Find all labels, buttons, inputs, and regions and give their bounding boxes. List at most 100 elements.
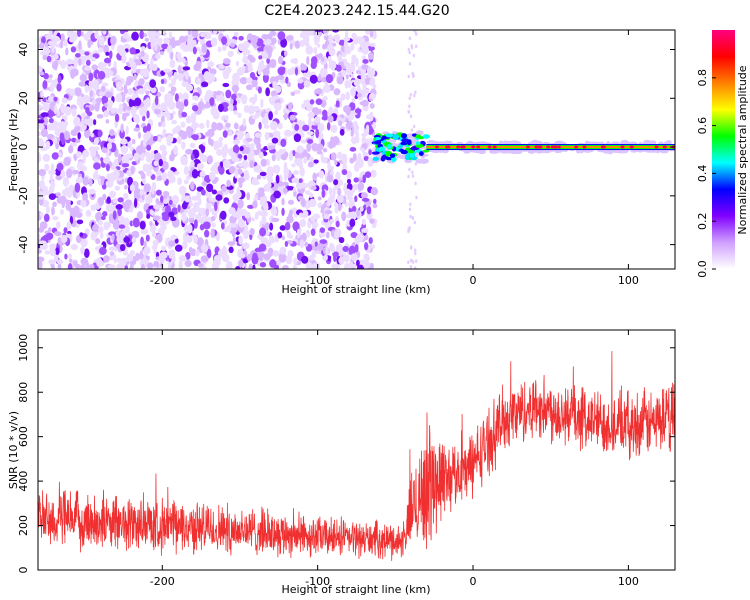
spectrogram-noise-point bbox=[252, 180, 260, 186]
spectrogram-noise-point bbox=[83, 66, 91, 71]
spectrogram-noise-point bbox=[409, 246, 413, 250]
spectrogram-noise-point bbox=[85, 59, 91, 66]
spectrogram-noise-point bbox=[258, 243, 267, 252]
spectrogram-noise-point bbox=[228, 104, 234, 112]
spectrogram-noise-point bbox=[185, 252, 191, 260]
spectrogram-noise-point bbox=[414, 44, 418, 49]
spectrogram-noise-point bbox=[140, 172, 146, 179]
spectrogram-noise-point bbox=[56, 259, 64, 265]
spectrogram-noise-point bbox=[187, 30, 192, 35]
spectrogram-noise-point bbox=[206, 248, 212, 259]
spectrogram-noise-point bbox=[247, 66, 254, 72]
spectrogram-noise-point bbox=[360, 90, 367, 98]
spectrogram-noise-point bbox=[217, 140, 223, 148]
spectrogram-noise-point bbox=[129, 47, 136, 55]
spectrogram-noise-point bbox=[140, 236, 144, 247]
spectrogram-noise-point bbox=[168, 199, 173, 206]
spectrogram-noise-point bbox=[198, 122, 205, 130]
spectrogram-noise-point bbox=[215, 194, 223, 201]
spectrogram-noise-point bbox=[150, 86, 157, 94]
signal-band-inner bbox=[426, 146, 675, 149]
spectrogram-noise-point bbox=[96, 113, 104, 119]
spectrogram-noise-point bbox=[339, 128, 345, 136]
spectrogram-halo-point bbox=[650, 140, 657, 145]
spectrogram-noise-point bbox=[407, 260, 410, 265]
spectrogram-noise-point bbox=[226, 179, 231, 187]
spectrogram-noise-point bbox=[83, 128, 91, 139]
spectrogram-noise-point bbox=[334, 206, 339, 214]
spectrogram-noise-point bbox=[188, 208, 196, 219]
spectrogram-noise-point bbox=[210, 37, 218, 47]
spectrogram-noise-point bbox=[99, 246, 107, 255]
spectrogram-noise-point bbox=[414, 251, 417, 256]
spectrogram-noise-point bbox=[213, 106, 218, 111]
spectrogram-noise-point bbox=[39, 42, 45, 50]
spectrogram-noise-point bbox=[353, 120, 358, 130]
spectrogram-noise-point bbox=[289, 209, 293, 215]
spectrogram-noise-point bbox=[122, 251, 129, 256]
spectrogram-noise-point bbox=[161, 150, 168, 157]
spectrogram-noise-point bbox=[249, 143, 255, 152]
spectrogram-peak-point bbox=[456, 145, 461, 149]
spectrogram-noise-point bbox=[110, 107, 116, 114]
spectrogram-noise-point bbox=[356, 92, 362, 98]
spectrogram-noise-point bbox=[98, 36, 104, 46]
spectrogram-noise-point bbox=[181, 111, 188, 118]
spectrogram-noise-point bbox=[49, 83, 55, 92]
spectrogram-noise-point bbox=[194, 249, 200, 257]
spectrogram-noise-point bbox=[237, 99, 241, 104]
spectrogram-noise-point bbox=[305, 229, 311, 238]
spectrogram-noise-point bbox=[225, 89, 232, 99]
spectrogram-noise-point bbox=[326, 199, 332, 207]
spectrogram-noise-point bbox=[149, 79, 157, 88]
spectrogram-noise-point bbox=[166, 45, 173, 54]
spectrogram-noise-point bbox=[327, 256, 331, 262]
spectrogram-noise-point bbox=[70, 137, 77, 143]
spectrogram-noise-point bbox=[177, 72, 183, 82]
colorbar: 0.0 0.2 0.4 0.6 0.8 Normalized spectral ampl… bbox=[696, 30, 749, 278]
spectrogram-noise-point bbox=[322, 96, 328, 101]
spectrogram-noise-point bbox=[283, 167, 290, 176]
spectrogram-noise-point bbox=[201, 43, 208, 54]
spectrogram-noise-point bbox=[68, 253, 72, 260]
spectrogram-noise-point bbox=[327, 115, 334, 123]
spectrogram-noise-point bbox=[275, 85, 282, 94]
spectrogram-noise-point bbox=[103, 221, 112, 229]
spectrogram-noise-point bbox=[283, 50, 288, 57]
spectrogram-noise-point bbox=[84, 51, 90, 56]
spectrogram-noise-point bbox=[135, 252, 141, 261]
spectrogram-noise-point bbox=[357, 79, 363, 84]
spectrogram-noise-point bbox=[238, 235, 244, 245]
spectrogram-noise-point bbox=[39, 179, 45, 190]
spectrogram-noise-point bbox=[242, 118, 246, 127]
spectrogram-noise-point bbox=[266, 45, 273, 55]
spectrogram-noise-point bbox=[145, 156, 153, 163]
spectrogram-noise-point bbox=[63, 39, 68, 47]
spectrogram-noise-point bbox=[330, 124, 338, 133]
spectrogram-noise-point bbox=[45, 34, 51, 40]
spectrogram-noise-point bbox=[266, 63, 271, 70]
spectrogram-noise-point bbox=[223, 197, 230, 204]
spectrogram-noise-point bbox=[372, 203, 378, 209]
spectrogram-noise-point bbox=[38, 227, 45, 233]
spectrogram-noise-point bbox=[304, 241, 309, 247]
spectrogram-noise-point bbox=[260, 98, 264, 109]
spectrogram-noise-point bbox=[322, 43, 327, 50]
spectrogram-noise-point bbox=[63, 227, 68, 234]
spectrogram-noise-point bbox=[234, 169, 239, 179]
spectrogram-noise-point bbox=[83, 55, 88, 62]
spectrogram-noise-point bbox=[140, 46, 146, 51]
spectrogram-noise-point bbox=[266, 166, 274, 176]
spectrogram-peak-point bbox=[471, 145, 476, 149]
spectrogram-noise-point bbox=[133, 197, 138, 208]
spectrogram-noise-point bbox=[303, 156, 308, 164]
spectrogram-noise-point bbox=[314, 116, 321, 124]
spectrogram-noise-point bbox=[296, 120, 304, 126]
spectrogram-noise-point bbox=[414, 90, 417, 95]
spectrogram-noise-point bbox=[90, 204, 96, 211]
spectrogram-noise-point bbox=[263, 253, 271, 261]
spectrogram-noise-point bbox=[38, 139, 45, 149]
spectrogram-x-tick-label: -200 bbox=[150, 274, 175, 287]
spectrogram-noise-point bbox=[60, 33, 65, 42]
